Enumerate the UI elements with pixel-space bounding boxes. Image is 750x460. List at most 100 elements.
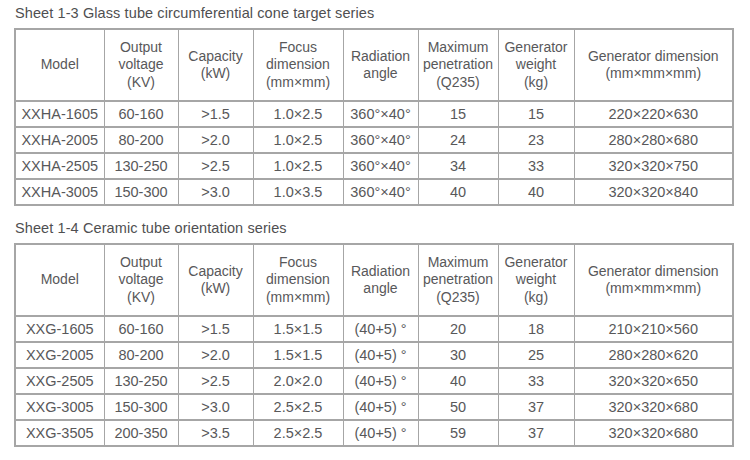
table-cell: 2.5×2.5 xyxy=(253,394,343,420)
table-cell: 320×320×750 xyxy=(574,153,733,179)
table-cell: XXHA-2005 xyxy=(15,127,104,153)
table-cell: 320×320×840 xyxy=(574,179,733,205)
table-row: XXG-200580-200>2.01.5×1.5(40+5) °3025280… xyxy=(15,342,733,368)
table-row: XXHA-2505130-250>2.51.0×2.5360°×40°34333… xyxy=(15,153,733,179)
table-cell: (40+5) ° xyxy=(343,368,418,394)
table-cell: >3.0 xyxy=(178,394,253,420)
table-cell: 24 xyxy=(418,127,498,153)
table-cell: 18 xyxy=(498,316,574,342)
table-cell: >2.5 xyxy=(178,368,253,394)
table-cell: 150-300 xyxy=(104,179,178,205)
table-cell: XXHA-3005 xyxy=(15,179,104,205)
header-cell: Radiation angle xyxy=(343,29,418,101)
table-cell: 1.0×2.5 xyxy=(253,153,343,179)
table-cell: 1.0×3.5 xyxy=(253,179,343,205)
table-cell: 15 xyxy=(498,101,574,127)
sheet-section-1-4: Sheet 1-4 Ceramic tube orientation serie… xyxy=(14,219,736,447)
table-row: XXG-3505200-350>3.52.5×2.5(40+5) °593732… xyxy=(15,420,733,446)
table-cell: 210×210×560 xyxy=(574,316,733,342)
table-cell: XXG-2505 xyxy=(15,368,104,394)
table-cell: 1.0×2.5 xyxy=(253,127,343,153)
table-cell: 1.5×1.5 xyxy=(253,316,343,342)
table-cell: 30 xyxy=(418,342,498,368)
table-cell: (40+5) ° xyxy=(343,316,418,342)
header-cell: Output voltage (KV) xyxy=(104,244,178,316)
table-cell: XXG-1605 xyxy=(15,316,104,342)
table-cell: 23 xyxy=(498,127,574,153)
table-cell: >1.5 xyxy=(178,316,253,342)
table-cell: 33 xyxy=(498,368,574,394)
table-cell: 34 xyxy=(418,153,498,179)
header-cell: Generator dimension (mm×mm×mm) xyxy=(574,29,733,101)
table-cell: XXG-2005 xyxy=(15,342,104,368)
header-cell: Generator weight (kg) xyxy=(498,244,574,316)
table-cell: 40 xyxy=(498,179,574,205)
spec-table: ModelOutput voltage (KV)Capacity (kW)Foc… xyxy=(14,243,734,447)
table-cell: 80-200 xyxy=(104,127,178,153)
table-cell: XXG-3505 xyxy=(15,420,104,446)
table-cell: >2.0 xyxy=(178,342,253,368)
header-cell: Radiation angle xyxy=(343,244,418,316)
sheet-title: Sheet 1-3 Glass tube circumferential con… xyxy=(15,4,736,22)
table-cell: XXG-3005 xyxy=(15,394,104,420)
table-cell: >2.0 xyxy=(178,127,253,153)
header-cell: Maximum penetration (Q235) xyxy=(418,29,498,101)
table-row: XXHA-160560-160>1.51.0×2.5360°×40°151522… xyxy=(15,101,733,127)
table-cell: 60-160 xyxy=(104,316,178,342)
table-cell: 360°×40° xyxy=(343,127,418,153)
table-cell: 80-200 xyxy=(104,342,178,368)
table-cell: 20 xyxy=(418,316,498,342)
table-cell: 15 xyxy=(418,101,498,127)
table-cell: 200-350 xyxy=(104,420,178,446)
table-cell: 25 xyxy=(498,342,574,368)
table-cell: 59 xyxy=(418,420,498,446)
table-cell: 360°×40° xyxy=(343,101,418,127)
table-cell: 1.5×1.5 xyxy=(253,342,343,368)
table-row: XXG-2505130-250>2.52.0×2.0(40+5) °403332… xyxy=(15,368,733,394)
header-cell: Generator weight (kg) xyxy=(498,29,574,101)
table-cell: 280×280×620 xyxy=(574,342,733,368)
table-cell: 280×280×680 xyxy=(574,127,733,153)
table-cell: 37 xyxy=(498,394,574,420)
header-cell: Generator dimension (mm×mm×mm) xyxy=(574,244,733,316)
header-row: ModelOutput voltage (KV)Capacity (kW)Foc… xyxy=(15,29,733,101)
header-cell: Maximum penetration (Q235) xyxy=(418,244,498,316)
header-row: ModelOutput voltage (KV)Capacity (kW)Foc… xyxy=(15,244,733,316)
table-cell: 360°×40° xyxy=(343,153,418,179)
table-cell: 320×320×650 xyxy=(574,368,733,394)
table-cell: 40 xyxy=(418,368,498,394)
table-cell: 2.0×2.0 xyxy=(253,368,343,394)
table-cell: (40+5) ° xyxy=(343,342,418,368)
header-cell: Model xyxy=(15,29,104,101)
page: Sheet 1-3 Glass tube circumferential con… xyxy=(0,0,750,447)
table-cell: (40+5) ° xyxy=(343,394,418,420)
header-cell: Focus dimension (mm×mm) xyxy=(253,29,343,101)
header-cell: Capacity (kW) xyxy=(178,29,253,101)
header-cell: Capacity (kW) xyxy=(178,244,253,316)
table-cell: >3.0 xyxy=(178,179,253,205)
table-cell: 130-250 xyxy=(104,368,178,394)
sheet-section-1-3: Sheet 1-3 Glass tube circumferential con… xyxy=(14,4,736,206)
table-cell: XXHA-2505 xyxy=(15,153,104,179)
table-cell: XXHA-1605 xyxy=(15,101,104,127)
header-cell: Focus dimension (mm×mm) xyxy=(253,244,343,316)
table-cell: 37 xyxy=(498,420,574,446)
table-cell: 33 xyxy=(498,153,574,179)
table-cell: 60-160 xyxy=(104,101,178,127)
table-cell: 320×320×680 xyxy=(574,420,733,446)
table-row: XXHA-3005150-300>3.01.0×3.5360°×40°40403… xyxy=(15,179,733,205)
table-cell: 220×220×630 xyxy=(574,101,733,127)
spec-table: ModelOutput voltage (KV)Capacity (kW)Foc… xyxy=(14,28,734,206)
table-cell: >1.5 xyxy=(178,101,253,127)
table-cell: >3.5 xyxy=(178,420,253,446)
table-cell: 150-300 xyxy=(104,394,178,420)
table-row: XXHA-200580-200>2.01.0×2.5360°×40°242328… xyxy=(15,127,733,153)
table-cell: 130-250 xyxy=(104,153,178,179)
table-cell: (40+5) ° xyxy=(343,420,418,446)
header-cell: Output voltage (KV) xyxy=(104,29,178,101)
table-cell: 40 xyxy=(418,179,498,205)
table-row: XXG-160560-160>1.51.5×1.5(40+5) °2018210… xyxy=(15,316,733,342)
table-cell: 320×320×680 xyxy=(574,394,733,420)
table-cell: 360°×40° xyxy=(343,179,418,205)
sheet-title: Sheet 1-4 Ceramic tube orientation serie… xyxy=(15,219,736,237)
